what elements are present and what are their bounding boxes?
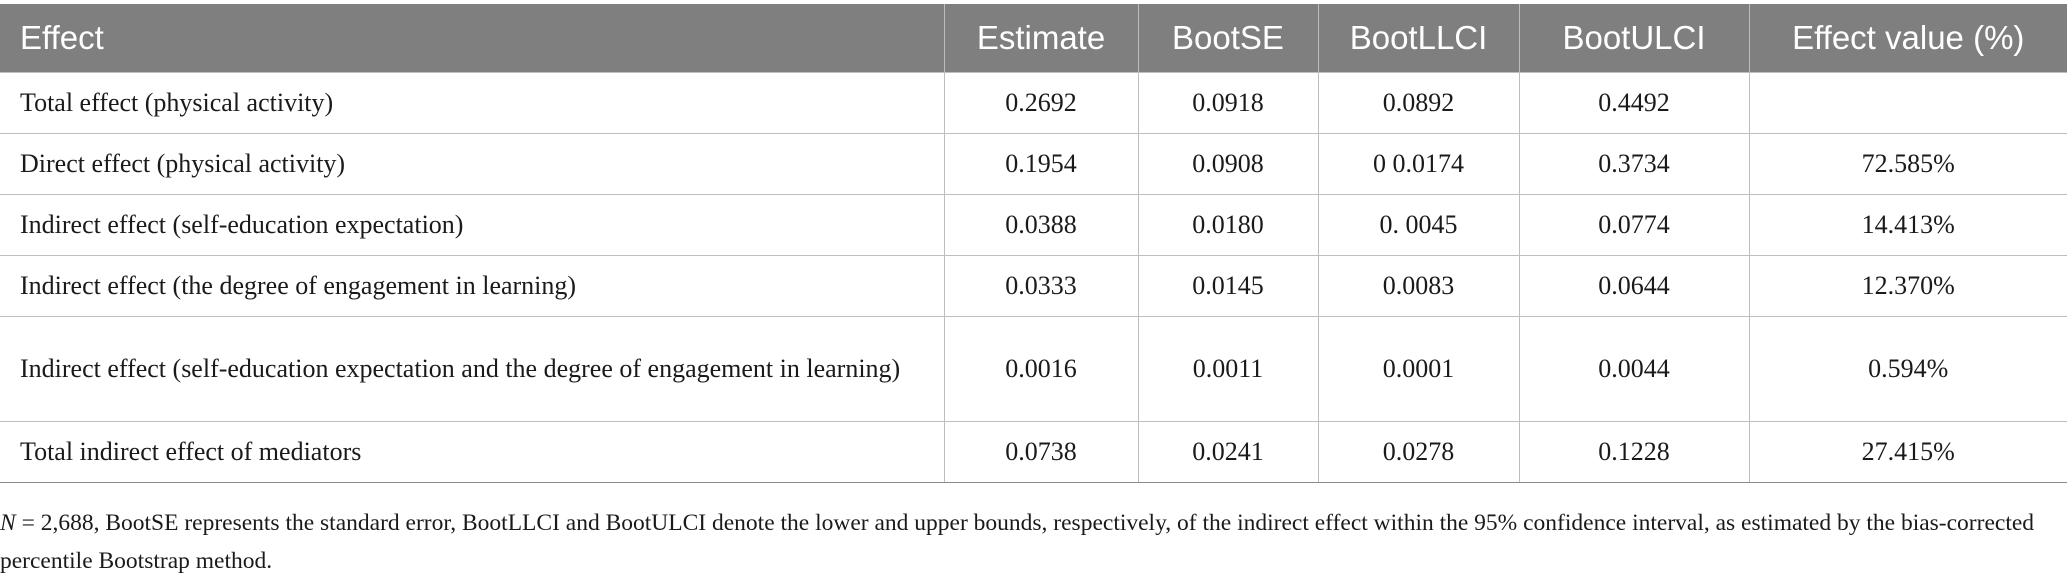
header-estimate: Estimate	[943, 4, 1138, 73]
bootllci-cell: 0.0001	[1317, 316, 1519, 422]
header-bootse: BootSE	[1137, 4, 1318, 73]
table-row: Indirect effect (self-education expectat…	[0, 316, 2067, 422]
header-effect: Effect	[0, 4, 944, 73]
effect-value-cell: 27.415%	[1748, 421, 2067, 483]
effect-value-cell	[1748, 72, 2067, 134]
bootulci-cell: 0.0774	[1518, 194, 1749, 256]
bootllci-cell: 0 0.0174	[1317, 133, 1519, 195]
header-bootulci: BootULCI	[1518, 4, 1749, 73]
table-row: Direct effect (physical activity) 0.1954…	[0, 133, 2067, 195]
footnote-text: = 2,688, BootSE represents the standard …	[0, 510, 2035, 574]
effect-value-cell: 0.594%	[1748, 316, 2067, 422]
effect-cell: Indirect effect (self-education expectat…	[0, 316, 944, 422]
effect-cell: Total effect (physical activity)	[0, 72, 944, 134]
table-row: Indirect effect (self-education expectat…	[0, 194, 2067, 256]
bootulci-cell: 0.0644	[1518, 255, 1749, 317]
estimate-cell: 0.2692	[943, 72, 1138, 134]
results-table-container: Effect Estimate BootSE BootLLCI BootULCI…	[0, 4, 2067, 483]
bootse-cell: 0.0145	[1137, 255, 1318, 317]
table-row: Total indirect effect of mediators 0.073…	[0, 421, 2067, 483]
estimate-cell: 0.0333	[943, 255, 1138, 317]
effect-cell: Direct effect (physical activity)	[0, 133, 944, 195]
bootulci-cell: 0.4492	[1518, 72, 1749, 134]
bootllci-cell: 0.0892	[1317, 72, 1519, 134]
table-header-row: Effect Estimate BootSE BootLLCI BootULCI…	[0, 4, 2067, 73]
bootllci-cell: 0.0278	[1317, 421, 1519, 483]
bootllci-cell: 0.0083	[1317, 255, 1519, 317]
bootulci-cell: 0.0044	[1518, 316, 1749, 422]
table-footnote: N = 2,688, BootSE represents the standar…	[0, 504, 2050, 580]
bootulci-cell: 0.1228	[1518, 421, 1749, 483]
estimate-cell: 0.1954	[943, 133, 1138, 195]
bootse-cell: 0.0241	[1137, 421, 1318, 483]
table-row: Total effect (physical activity) 0.2692 …	[0, 72, 2067, 134]
effect-cell: Indirect effect (self-education expectat…	[0, 194, 944, 256]
estimate-cell: 0.0738	[943, 421, 1138, 483]
effect-value-cell: 14.413%	[1748, 194, 2067, 256]
estimate-cell: 0.0016	[943, 316, 1138, 422]
effect-cell: Indirect effect (the degree of engagemen…	[0, 255, 944, 317]
bootulci-cell: 0.3734	[1518, 133, 1749, 195]
effect-value-cell: 72.585%	[1748, 133, 2067, 195]
bootllci-cell: 0. 0045	[1317, 194, 1519, 256]
effect-value-cell: 12.370%	[1748, 255, 2067, 317]
bootse-cell: 0.0908	[1137, 133, 1318, 195]
bootse-cell: 0.0011	[1137, 316, 1318, 422]
bootse-cell: 0.0180	[1137, 194, 1318, 256]
bootse-cell: 0.0918	[1137, 72, 1318, 134]
header-bootllci: BootLLCI	[1317, 4, 1519, 73]
effect-cell: Total indirect effect of mediators	[0, 421, 944, 483]
footnote-n-symbol: N	[0, 510, 16, 536]
table-row: Indirect effect (the degree of engagemen…	[0, 255, 2067, 317]
mediation-effects-table: Effect Estimate BootSE BootLLCI BootULCI…	[0, 4, 2067, 483]
estimate-cell: 0.0388	[943, 194, 1138, 256]
header-effect-value: Effect value (%)	[1748, 4, 2067, 73]
